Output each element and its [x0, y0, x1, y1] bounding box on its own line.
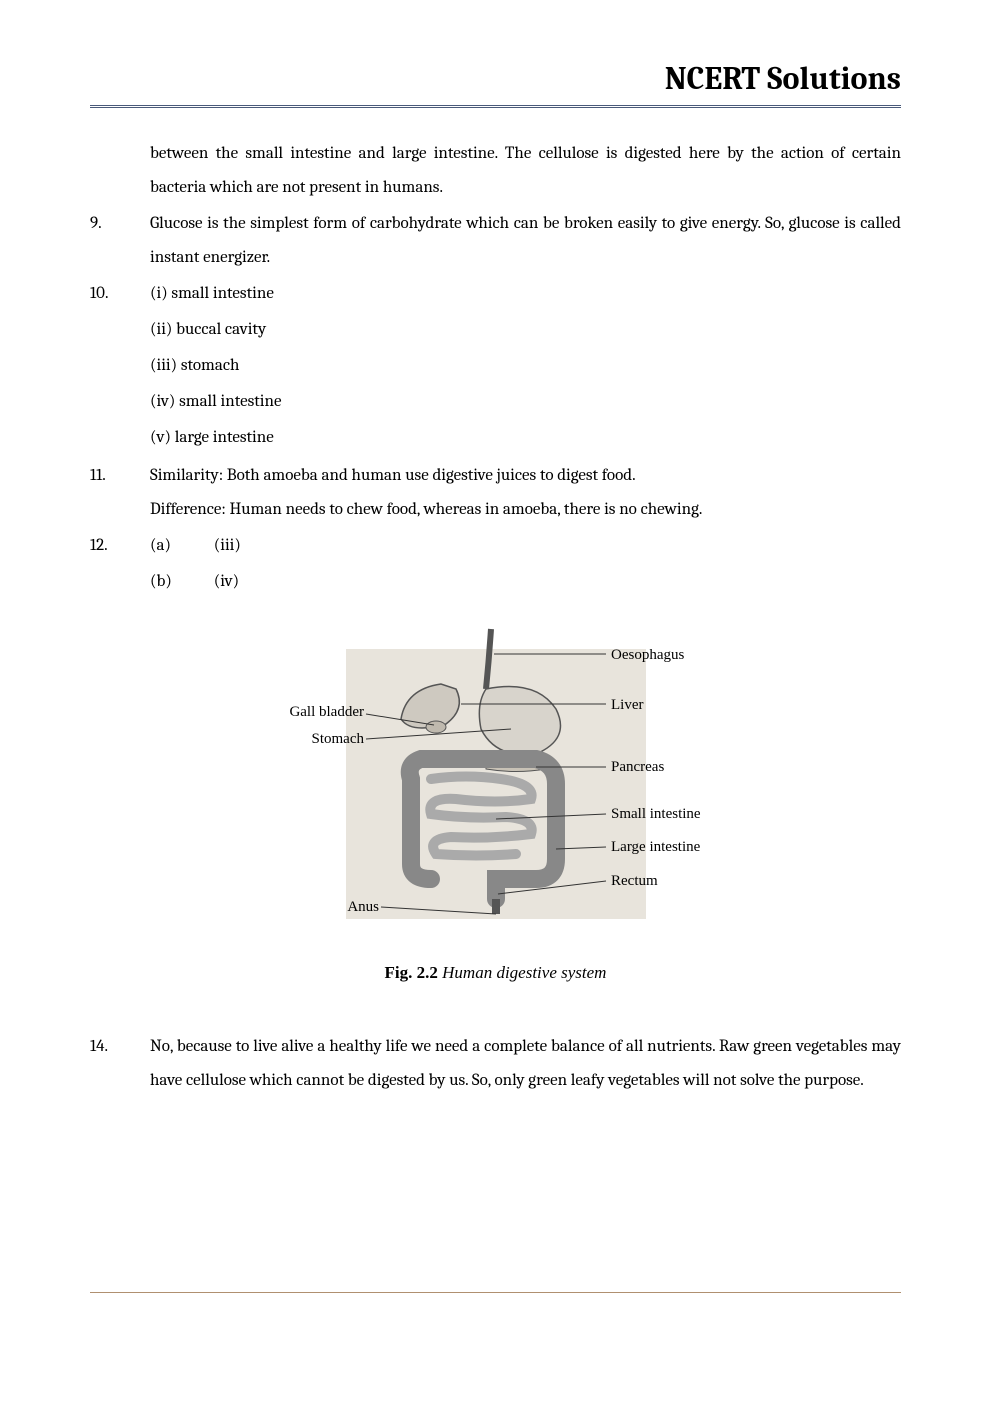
- header-divider: [90, 105, 901, 109]
- figure-digestive-system: Oesophagus Liver Gall bladder Stomach Pa…: [90, 619, 901, 990]
- q10-num: 10.: [90, 277, 150, 457]
- q12-body: (a) (iii) (b) (iv): [150, 529, 901, 601]
- q11-difference: Difference: Human needs to chew food, wh…: [150, 493, 901, 527]
- digestive-system-diagram: Oesophagus Liver Gall bladder Stomach Pa…: [236, 619, 756, 939]
- q10-item-5: (v) large intestine: [150, 421, 901, 455]
- q14-text: No, because to live alive a healthy life…: [150, 1030, 901, 1098]
- q12-a-label: (a): [150, 529, 210, 563]
- fig-caption-title: Human digestive system: [442, 963, 606, 982]
- answer-9: 9. Glucose is the simplest form of carbo…: [90, 207, 901, 275]
- q11-body: Similarity: Both amoeba and human use di…: [150, 459, 901, 527]
- label-anus: Anus: [347, 899, 379, 915]
- q12-row-b: (b) (iv): [150, 565, 901, 599]
- label-liver: Liver: [611, 697, 643, 713]
- q10-item-1: (i) small intestine: [150, 277, 901, 311]
- q11-similarity: Similarity: Both amoeba and human use di…: [150, 459, 901, 493]
- q10-item-2: (ii) buccal cavity: [150, 313, 901, 347]
- q9-num: 9.: [90, 207, 150, 275]
- figure-caption: Fig. 2.2 Human digestive system: [90, 956, 901, 990]
- label-stomach: Stomach: [311, 731, 364, 747]
- header-title: NCERT Solutions: [665, 60, 901, 97]
- q12-num: 12.: [90, 529, 150, 601]
- footer-divider: [90, 1292, 901, 1293]
- label-small-intestine: Small intestine: [611, 806, 701, 822]
- label-gall-bladder: Gall bladder: [289, 704, 364, 720]
- answer-12: 12. (a) (iii) (b) (iv): [90, 529, 901, 601]
- q9-text: Glucose is the simplest form of carbohyd…: [150, 207, 901, 275]
- q12-a-val: (iii): [214, 536, 241, 555]
- answer-8-continuation: between the small intestine and large in…: [90, 137, 901, 205]
- label-pancreas: Pancreas: [611, 759, 664, 775]
- label-oesophagus: Oesophagus: [611, 647, 684, 663]
- page-header: NCERT Solutions: [90, 60, 901, 97]
- q10-item-3: (iii) stomach: [150, 349, 901, 383]
- fig-caption-num: Fig. 2.2: [385, 963, 438, 982]
- q12-row-a: (a) (iii): [150, 529, 901, 563]
- q10-item-4: (iv) small intestine: [150, 385, 901, 419]
- q12-b-val: (iv): [214, 572, 239, 591]
- page-container: NCERT Solutions between the small intest…: [0, 0, 991, 1140]
- answer-10: 10. (i) small intestine (ii) buccal cavi…: [90, 277, 901, 457]
- label-rectum: Rectum: [611, 873, 658, 889]
- q12-b-label: (b): [150, 565, 210, 599]
- q10-body: (i) small intestine (ii) buccal cavity (…: [150, 277, 901, 457]
- q14-num: 14.: [90, 1030, 150, 1098]
- q11-num: 11.: [90, 459, 150, 527]
- answer-8-text: between the small intestine and large in…: [150, 137, 901, 205]
- answer-14: 14. No, because to live alive a healthy …: [90, 1030, 901, 1098]
- label-large-intestine: Large intestine: [611, 839, 701, 855]
- q-num-blank: [90, 137, 150, 205]
- content-body: between the small intestine and large in…: [90, 137, 901, 1098]
- answer-11: 11. Similarity: Both amoeba and human us…: [90, 459, 901, 527]
